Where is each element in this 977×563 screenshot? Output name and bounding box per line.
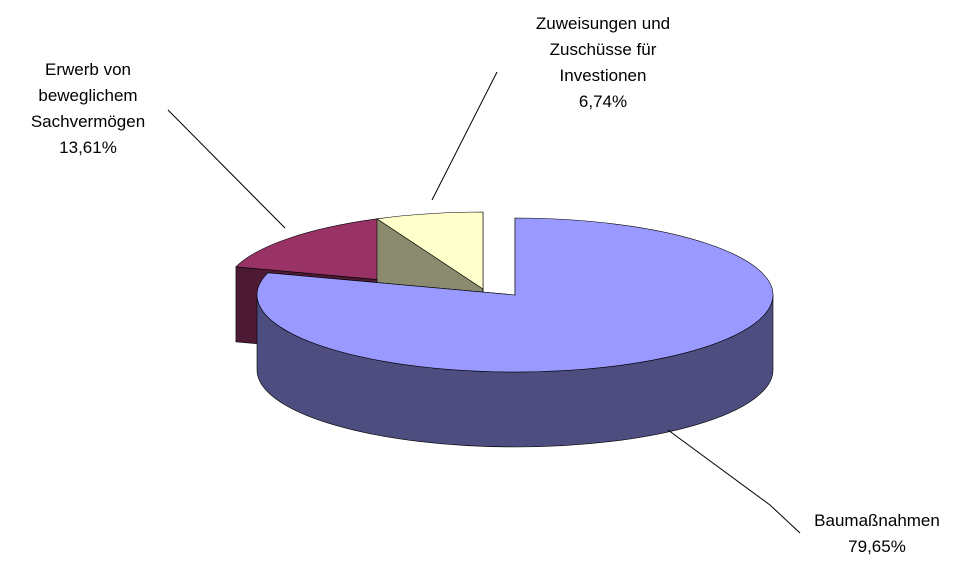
category-label: Erwerb von beweglichem Sachvermögen xyxy=(30,60,146,131)
leader-line xyxy=(431,71,498,201)
category-label: Baumaßnahmen xyxy=(814,511,940,530)
category-label: Zuweisungen und Zuschüsse für Investione… xyxy=(535,14,671,85)
slice xyxy=(256,217,774,373)
slice-label: Baumaßnahmen 79,65% xyxy=(777,508,977,560)
slice-label: Zuweisungen und Zuschüsse für Investione… xyxy=(513,11,693,115)
value-label: 79,65% xyxy=(848,537,906,556)
slices xyxy=(235,211,774,448)
value-label: 6,74% xyxy=(578,92,628,111)
leader-line xyxy=(667,429,801,534)
slice-label: Erwerb von beweglichem Sachvermögen 13,6… xyxy=(0,57,176,161)
value-label: 13,61% xyxy=(59,138,117,157)
slice xyxy=(376,211,484,290)
leader-line xyxy=(167,109,286,229)
